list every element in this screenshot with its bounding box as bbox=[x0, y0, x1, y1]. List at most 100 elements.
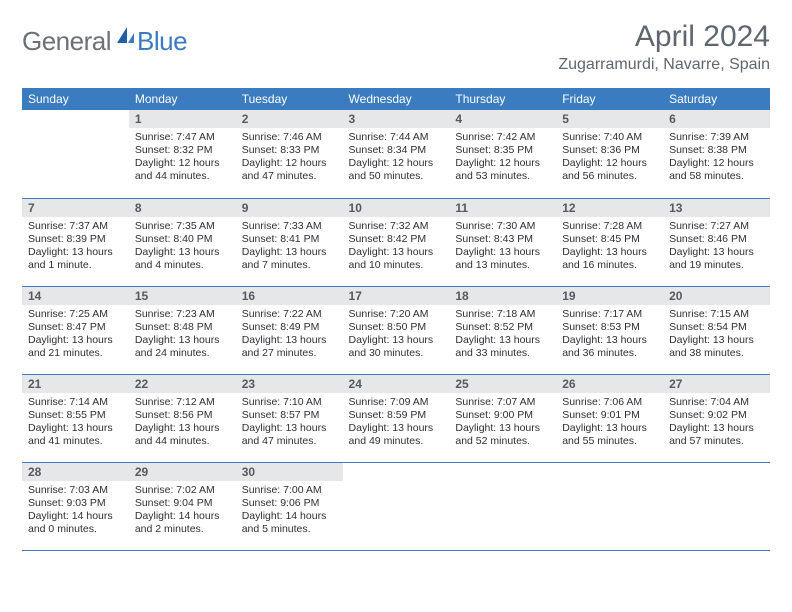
day-number: 10 bbox=[343, 199, 450, 217]
page-title: April 2024 bbox=[558, 20, 770, 54]
calendar-day-cell: 6Sunrise: 7:39 AMSunset: 8:38 PMDaylight… bbox=[663, 110, 770, 198]
day-details: Sunrise: 7:46 AMSunset: 8:33 PMDaylight:… bbox=[236, 128, 343, 188]
calendar-day-cell: 28Sunrise: 7:03 AMSunset: 9:03 PMDayligh… bbox=[22, 462, 129, 550]
calendar-day-cell: 17Sunrise: 7:20 AMSunset: 8:50 PMDayligh… bbox=[343, 286, 450, 374]
day-details: Sunrise: 7:40 AMSunset: 8:36 PMDaylight:… bbox=[556, 128, 663, 188]
logo-text-blue: Blue bbox=[137, 26, 187, 57]
weekday-header-row: Sunday Monday Tuesday Wednesday Thursday… bbox=[22, 88, 770, 110]
day-number: 22 bbox=[129, 375, 236, 393]
day-number: 26 bbox=[556, 375, 663, 393]
day-details: Sunrise: 7:42 AMSunset: 8:35 PMDaylight:… bbox=[449, 128, 556, 188]
calendar-day-cell: 19Sunrise: 7:17 AMSunset: 8:53 PMDayligh… bbox=[556, 286, 663, 374]
day-details: Sunrise: 7:04 AMSunset: 9:02 PMDaylight:… bbox=[663, 393, 770, 453]
calendar-week-row: 14Sunrise: 7:25 AMSunset: 8:47 PMDayligh… bbox=[22, 286, 770, 374]
day-details: Sunrise: 7:15 AMSunset: 8:54 PMDaylight:… bbox=[663, 305, 770, 365]
day-details: Sunrise: 7:03 AMSunset: 9:03 PMDaylight:… bbox=[22, 481, 129, 541]
day-number: 24 bbox=[343, 375, 450, 393]
day-details: Sunrise: 7:37 AMSunset: 8:39 PMDaylight:… bbox=[22, 217, 129, 277]
day-number: 23 bbox=[236, 375, 343, 393]
calendar-day-cell: 30Sunrise: 7:00 AMSunset: 9:06 PMDayligh… bbox=[236, 462, 343, 550]
day-number: 21 bbox=[22, 375, 129, 393]
calendar-day-cell bbox=[556, 462, 663, 550]
calendar-day-cell: 15Sunrise: 7:23 AMSunset: 8:48 PMDayligh… bbox=[129, 286, 236, 374]
weekday-header: Tuesday bbox=[236, 88, 343, 110]
calendar-day-cell: 11Sunrise: 7:30 AMSunset: 8:43 PMDayligh… bbox=[449, 198, 556, 286]
day-details: Sunrise: 7:06 AMSunset: 9:01 PMDaylight:… bbox=[556, 393, 663, 453]
day-number: 28 bbox=[22, 463, 129, 481]
day-number: 9 bbox=[236, 199, 343, 217]
day-details: Sunrise: 7:44 AMSunset: 8:34 PMDaylight:… bbox=[343, 128, 450, 188]
calendar-day-cell: 14Sunrise: 7:25 AMSunset: 8:47 PMDayligh… bbox=[22, 286, 129, 374]
day-details: Sunrise: 7:23 AMSunset: 8:48 PMDaylight:… bbox=[129, 305, 236, 365]
title-block: April 2024 Zugarramurdi, Navarre, Spain bbox=[558, 20, 770, 74]
day-number: 17 bbox=[343, 287, 450, 305]
calendar-day-cell: 22Sunrise: 7:12 AMSunset: 8:56 PMDayligh… bbox=[129, 374, 236, 462]
day-number: 8 bbox=[129, 199, 236, 217]
day-number: 12 bbox=[556, 199, 663, 217]
day-details: Sunrise: 7:39 AMSunset: 8:38 PMDaylight:… bbox=[663, 128, 770, 188]
calendar-day-cell: 29Sunrise: 7:02 AMSunset: 9:04 PMDayligh… bbox=[129, 462, 236, 550]
day-number: 14 bbox=[22, 287, 129, 305]
day-number: 18 bbox=[449, 287, 556, 305]
calendar-day-cell: 4Sunrise: 7:42 AMSunset: 8:35 PMDaylight… bbox=[449, 110, 556, 198]
day-number: 3 bbox=[343, 110, 450, 128]
calendar-day-cell: 12Sunrise: 7:28 AMSunset: 8:45 PMDayligh… bbox=[556, 198, 663, 286]
day-number: 5 bbox=[556, 110, 663, 128]
calendar-day-cell bbox=[22, 110, 129, 198]
day-number: 29 bbox=[129, 463, 236, 481]
calendar-day-cell: 18Sunrise: 7:18 AMSunset: 8:52 PMDayligh… bbox=[449, 286, 556, 374]
weekday-header: Friday bbox=[556, 88, 663, 110]
day-number: 20 bbox=[663, 287, 770, 305]
logo: General Blue bbox=[22, 20, 187, 57]
calendar-week-row: 7Sunrise: 7:37 AMSunset: 8:39 PMDaylight… bbox=[22, 198, 770, 286]
day-number: 19 bbox=[556, 287, 663, 305]
weekday-header: Thursday bbox=[449, 88, 556, 110]
calendar-day-cell: 8Sunrise: 7:35 AMSunset: 8:40 PMDaylight… bbox=[129, 198, 236, 286]
logo-sail-icon bbox=[115, 25, 135, 45]
day-number: 15 bbox=[129, 287, 236, 305]
day-details: Sunrise: 7:32 AMSunset: 8:42 PMDaylight:… bbox=[343, 217, 450, 277]
day-number: 4 bbox=[449, 110, 556, 128]
calendar-week-row: 28Sunrise: 7:03 AMSunset: 9:03 PMDayligh… bbox=[22, 462, 770, 550]
day-details: Sunrise: 7:07 AMSunset: 9:00 PMDaylight:… bbox=[449, 393, 556, 453]
day-number: 11 bbox=[449, 199, 556, 217]
day-details: Sunrise: 7:12 AMSunset: 8:56 PMDaylight:… bbox=[129, 393, 236, 453]
page-location: Zugarramurdi, Navarre, Spain bbox=[558, 56, 770, 74]
calendar-week-row: 21Sunrise: 7:14 AMSunset: 8:55 PMDayligh… bbox=[22, 374, 770, 462]
day-number: 2 bbox=[236, 110, 343, 128]
day-details: Sunrise: 7:09 AMSunset: 8:59 PMDaylight:… bbox=[343, 393, 450, 453]
calendar-day-cell: 2Sunrise: 7:46 AMSunset: 8:33 PMDaylight… bbox=[236, 110, 343, 198]
calendar-day-cell: 7Sunrise: 7:37 AMSunset: 8:39 PMDaylight… bbox=[22, 198, 129, 286]
day-number: 13 bbox=[663, 199, 770, 217]
day-number: 1 bbox=[129, 110, 236, 128]
calendar-day-cell: 20Sunrise: 7:15 AMSunset: 8:54 PMDayligh… bbox=[663, 286, 770, 374]
header: General Blue April 2024 Zugarramurdi, Na… bbox=[22, 20, 770, 74]
day-details: Sunrise: 7:20 AMSunset: 8:50 PMDaylight:… bbox=[343, 305, 450, 365]
calendar-day-cell bbox=[343, 462, 450, 550]
day-details: Sunrise: 7:28 AMSunset: 8:45 PMDaylight:… bbox=[556, 217, 663, 277]
calendar-day-cell: 10Sunrise: 7:32 AMSunset: 8:42 PMDayligh… bbox=[343, 198, 450, 286]
day-details: Sunrise: 7:22 AMSunset: 8:49 PMDaylight:… bbox=[236, 305, 343, 365]
calendar-day-cell: 3Sunrise: 7:44 AMSunset: 8:34 PMDaylight… bbox=[343, 110, 450, 198]
weekday-header: Saturday bbox=[663, 88, 770, 110]
day-number: 7 bbox=[22, 199, 129, 217]
calendar-day-cell: 25Sunrise: 7:07 AMSunset: 9:00 PMDayligh… bbox=[449, 374, 556, 462]
day-details: Sunrise: 7:14 AMSunset: 8:55 PMDaylight:… bbox=[22, 393, 129, 453]
day-details: Sunrise: 7:02 AMSunset: 9:04 PMDaylight:… bbox=[129, 481, 236, 541]
day-number: 27 bbox=[663, 375, 770, 393]
calendar-day-cell: 24Sunrise: 7:09 AMSunset: 8:59 PMDayligh… bbox=[343, 374, 450, 462]
calendar-day-cell: 23Sunrise: 7:10 AMSunset: 8:57 PMDayligh… bbox=[236, 374, 343, 462]
day-number: 30 bbox=[236, 463, 343, 481]
calendar-day-cell: 21Sunrise: 7:14 AMSunset: 8:55 PMDayligh… bbox=[22, 374, 129, 462]
calendar-day-cell: 5Sunrise: 7:40 AMSunset: 8:36 PMDaylight… bbox=[556, 110, 663, 198]
calendar-day-cell bbox=[449, 462, 556, 550]
weekday-header: Monday bbox=[129, 88, 236, 110]
day-number: 25 bbox=[449, 375, 556, 393]
day-details: Sunrise: 7:33 AMSunset: 8:41 PMDaylight:… bbox=[236, 217, 343, 277]
day-number: 6 bbox=[663, 110, 770, 128]
day-details: Sunrise: 7:10 AMSunset: 8:57 PMDaylight:… bbox=[236, 393, 343, 453]
calendar-day-cell: 27Sunrise: 7:04 AMSunset: 9:02 PMDayligh… bbox=[663, 374, 770, 462]
day-details: Sunrise: 7:25 AMSunset: 8:47 PMDaylight:… bbox=[22, 305, 129, 365]
day-number: 16 bbox=[236, 287, 343, 305]
calendar-day-cell: 16Sunrise: 7:22 AMSunset: 8:49 PMDayligh… bbox=[236, 286, 343, 374]
